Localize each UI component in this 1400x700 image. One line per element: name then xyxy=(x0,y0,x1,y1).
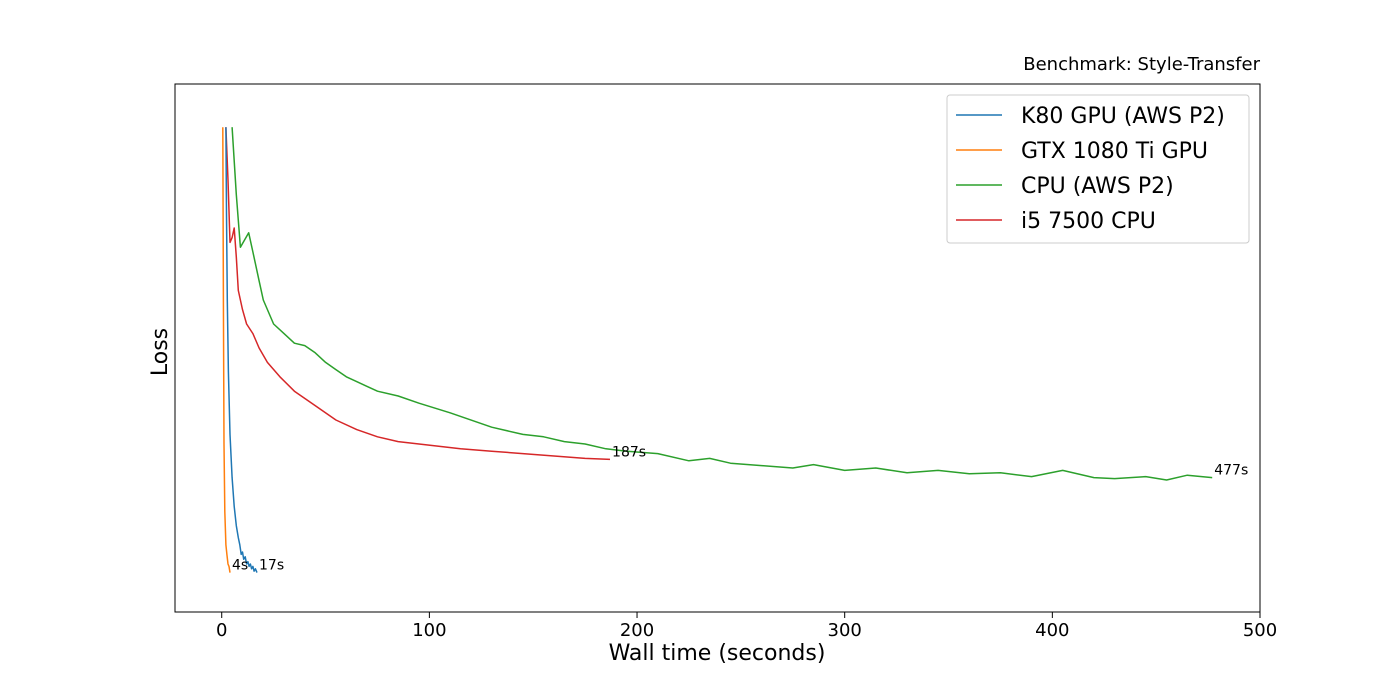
series-line xyxy=(225,127,611,461)
x-tick-label: 300 xyxy=(828,620,862,641)
x-axis-ticks: 0 100 200 300 400 500 xyxy=(216,612,1277,641)
series-line xyxy=(225,127,258,573)
x-tick-label: 500 xyxy=(1243,620,1277,641)
plot-area xyxy=(174,83,1261,613)
legend-entries: K80 GPU (AWS P2) GTX 1080 Ti GPU CPU (AWS … xyxy=(956,104,1225,234)
series-end-label: 4s xyxy=(232,558,248,574)
legend-box xyxy=(946,94,1250,244)
end-annotations: 477s 187s 17s 4s xyxy=(232,444,1248,573)
x-tick-label: 0 xyxy=(216,620,227,641)
series-line xyxy=(231,127,1213,481)
series-end-label: 477s xyxy=(1214,463,1248,479)
legend-label: K80 GPU (AWS P2) xyxy=(1021,104,1225,129)
legend-label: i5 7500 CPU xyxy=(1021,209,1156,234)
series-end-label: 187s xyxy=(612,444,646,460)
series-layer xyxy=(222,127,1213,573)
legend-label: CPU (AWS P2) xyxy=(1021,174,1174,199)
series-end-label: 17s xyxy=(259,558,284,574)
y-axis-label: Loss xyxy=(148,328,173,376)
legend: K80 GPU (AWS P2) GTX 1080 Ti GPU CPU (AWS … xyxy=(946,94,1250,244)
x-tick-label: 100 xyxy=(412,620,446,641)
legend-label: GTX 1080 Ti GPU xyxy=(1021,139,1208,164)
x-tick-label: 400 xyxy=(1035,620,1069,641)
x-axis-label: Wall time (seconds) xyxy=(609,641,826,666)
series-line xyxy=(222,127,231,573)
x-tick-label: 200 xyxy=(620,620,654,641)
chart-title: Benchmark: Style-Transfer xyxy=(1023,54,1260,75)
